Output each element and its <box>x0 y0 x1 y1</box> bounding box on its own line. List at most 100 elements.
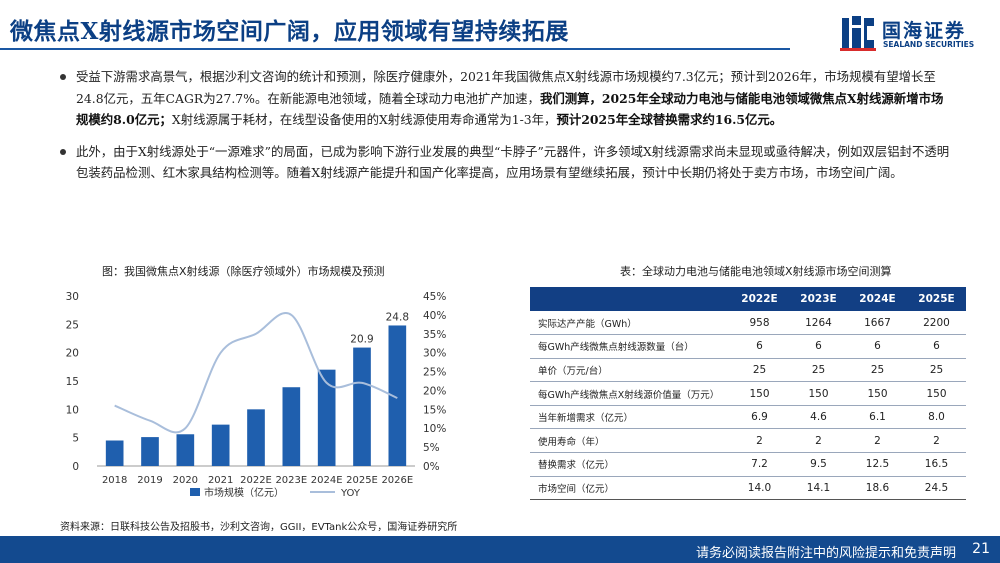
footer: 请务必阅读报告附注中的风险提示和免责声明 21 <box>0 536 1000 563</box>
table-cell: 150 <box>907 381 966 406</box>
chart-bar <box>353 347 371 466</box>
table-cell: 12.5 <box>848 452 907 477</box>
table-cell: 25 <box>848 358 907 383</box>
bullet-text: 受益下游需求高景气，根据沙利文咨询的统计和预测，除医疗健康外，2021年我国微焦… <box>76 69 936 106</box>
table-header-year: 2023E <box>789 287 848 311</box>
table-cell: 2 <box>730 428 789 454</box>
table-row: 使用寿命（年） 2 2 2 2 <box>530 428 966 454</box>
table-cell: 4.6 <box>789 405 848 430</box>
table-cell: 16.5 <box>907 452 966 477</box>
table-row-label: 替换需求（亿元） <box>530 452 730 477</box>
table-row-label: 使用寿命（年） <box>530 428 730 454</box>
y-tick-label-right: 5% <box>423 442 440 454</box>
table-row-label: 每GWh产线微焦点X射线源价值量（万元） <box>530 381 730 406</box>
table-row: 替换需求（亿元） 7.2 9.5 12.5 16.5 <box>530 452 966 477</box>
table-cell: 1667 <box>848 311 907 336</box>
table-cell: 9.5 <box>789 452 848 477</box>
x-tick-label: 2022E <box>240 475 272 486</box>
header: 微焦点X射线源市场空间广阔，应用领域有望持续拓展 国海证券 SEALAND SE… <box>0 0 1000 58</box>
chart-bar <box>388 325 407 466</box>
x-tick-label: 2026E <box>381 475 413 486</box>
table-cell: 6 <box>848 334 907 359</box>
bullet-text: 此外，由于X射线源处于“一源难求”的局面，已成为影响下游行业发展的典型“卡脖子”… <box>76 143 950 181</box>
header-divider <box>0 48 790 50</box>
table-row-label: 实际达产产能（GWh） <box>530 311 730 336</box>
yoy-line <box>114 312 398 434</box>
bullet-bold-text: 预计2025年全球替换需求约16.5亿元。 <box>556 112 783 127</box>
logo-text-en: SEALAND SECURITIES <box>883 40 975 49</box>
chart-caption: 图：我国微焦点X射线源（除医疗领域外）市场规模及预测 <box>102 265 385 278</box>
table-cell: 2200 <box>907 311 966 336</box>
table-cell: 25 <box>730 358 789 383</box>
table-row-label: 每GWh产线微焦点射线源数量（台） <box>530 334 730 359</box>
x-tick-label: 2025E <box>346 475 378 486</box>
y-tick-label-right: 35% <box>423 329 446 341</box>
y-tick-label-right: 30% <box>423 348 446 360</box>
table-cell: 958 <box>730 311 789 336</box>
y-tick-label-left: 15 <box>66 376 79 388</box>
y-tick-label-left: 25 <box>66 319 79 331</box>
table-cell: 2 <box>848 428 907 454</box>
table-header-row: 2022E 2023E 2024E 2025E <box>530 287 966 311</box>
table-cell: 25 <box>907 358 966 383</box>
bullet-dot-icon <box>60 148 66 155</box>
bullet-item-outlook: 此外，由于X射线源处于“一源难求”的局面，已成为影响下游行业发展的典型“卡脖子”… <box>60 141 950 184</box>
market-space-table: 2022E 2023E 2024E 2025E 实际达产产能（GWh） 958 1264 1… <box>530 287 966 501</box>
table-cell: 6 <box>789 334 848 359</box>
table-row: 市场空间（亿元） 14.0 14.1 18.6 24.5 <box>530 476 966 501</box>
chart-bar <box>247 409 265 466</box>
bullet-text: X射线源属于耗材，在线型设备使用的X射线源使用寿命通常为1-3年， <box>171 112 557 127</box>
chart-bar <box>105 440 124 466</box>
table-row: 每GWh产线微焦点射线源数量（台） 6 6 6 6 <box>530 334 966 359</box>
footer-disclaimer: 请务必阅读报告附注中的风险提示和免责声明 <box>695 546 956 561</box>
table-cell: 14.0 <box>730 476 789 501</box>
table-header-year: 2024E <box>848 287 907 311</box>
logo: 国海证券 SEALAND SECURITIES <box>840 14 990 54</box>
y-tick-label-right: 10% <box>423 423 446 435</box>
page-number: 21 <box>972 541 990 557</box>
table-row: 当年新增需求（亿元） 6.9 4.6 6.1 8.0 <box>530 405 966 430</box>
table-cell: 14.1 <box>789 476 848 501</box>
market-size-chart: 0 5 10 15 20 25 30 0% 5% 10% 15% 20% 25% 30% 35% 40% 45%… <box>66 291 447 499</box>
table-cell: 7.2 <box>730 452 789 477</box>
y-tick-label-left: 30 <box>66 291 79 303</box>
table-cell: 150 <box>730 381 789 406</box>
table-cell: 8.0 <box>907 405 966 430</box>
table-cell: 25 <box>789 358 848 383</box>
x-tick-label: 2024E <box>311 475 343 486</box>
table-header-year: 2025E <box>907 287 966 311</box>
table-cell: 150 <box>789 381 848 406</box>
data-label: 20.9 <box>350 334 373 346</box>
table-cell: 1264 <box>789 311 848 336</box>
bullet-bold-text: 我们测算，2025年全球动力电池与储能电池领域微焦点X射线源新增市场规模约8.0… <box>76 90 944 128</box>
table-row-label: 当年新增需求（亿元） <box>530 405 730 430</box>
y-tick-label-right: 0% <box>423 461 440 473</box>
table-row-label: 单价（万元/台） <box>530 358 730 383</box>
table-body: 实际达产产能（GWh） 958 1264 1667 2200 每GWh产线微焦点射线源数量… <box>530 311 966 501</box>
table-cell: 150 <box>848 381 907 406</box>
y-tick-label-right: 45% <box>423 291 446 303</box>
y-tick-label-left: 5 <box>72 433 79 445</box>
page-title: 微焦点X射线源市场空间广阔，应用领域有望持续拓展 <box>10 18 569 45</box>
chart-bar <box>317 369 336 466</box>
bullet-list: 受益下游需求高景气，根据沙利文咨询的统计和预测，除医疗健康外，2021年我国微焦… <box>60 66 950 184</box>
table-row: 实际达产产能（GWh） 958 1264 1667 2200 <box>530 311 966 336</box>
data-label: 24.8 <box>386 311 409 323</box>
table-cell: 6.1 <box>848 405 907 430</box>
x-tick-label: 2018 <box>102 475 127 486</box>
table-row: 单价（万元/台） 25 25 25 25 <box>530 358 966 383</box>
bullet-item-market: 受益下游需求高景气，根据沙利文咨询的统计和预测，除医疗健康外，2021年我国微焦… <box>60 66 950 131</box>
legend-label: YOY <box>340 488 361 499</box>
x-tick-label: 2023E <box>275 475 307 486</box>
chart-bar <box>141 437 159 466</box>
chart-bar <box>211 424 230 466</box>
table-header-year: 2022E <box>730 287 789 311</box>
y-tick-label-left: 10 <box>66 404 79 416</box>
table-cell: 6.9 <box>730 405 789 430</box>
y-tick-label-right: 25% <box>423 367 446 379</box>
logo-mark-icon <box>840 16 876 51</box>
chart-bar <box>282 387 301 466</box>
x-tick-label: 2020 <box>173 475 198 486</box>
y-tick-label-left: 0 <box>72 461 79 473</box>
x-tick-label: 2021 <box>208 475 233 486</box>
